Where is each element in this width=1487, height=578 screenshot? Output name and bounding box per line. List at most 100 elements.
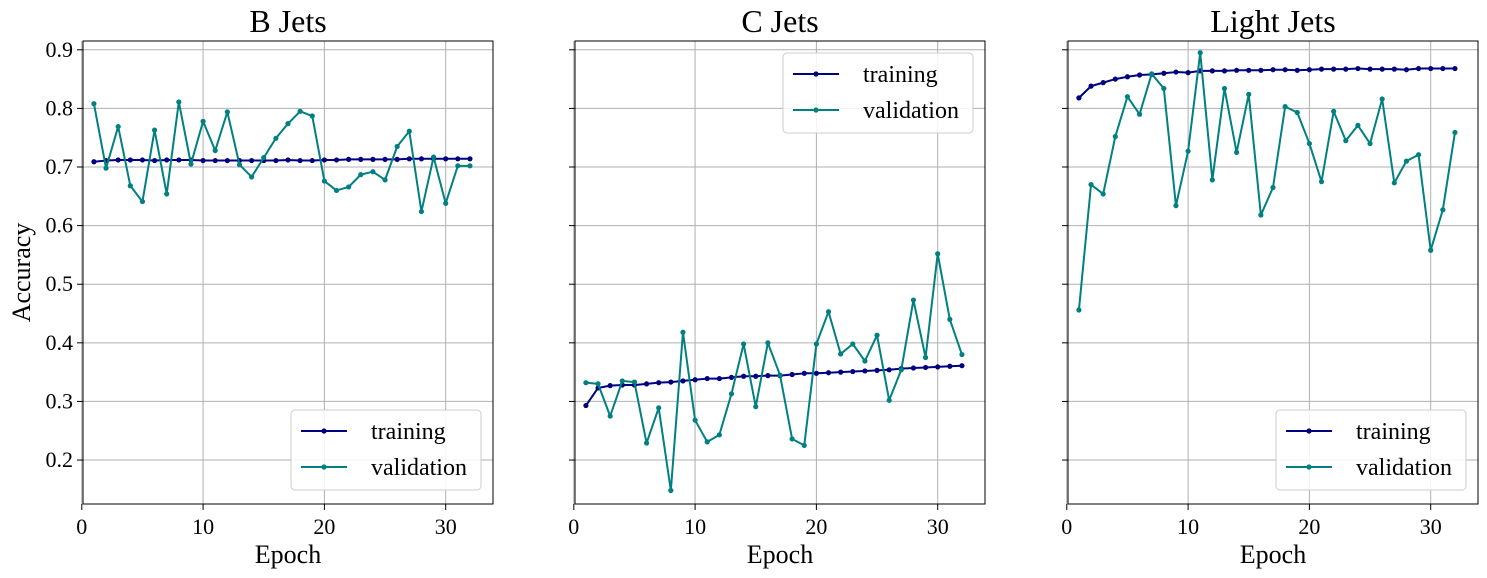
- legend-label-validation: validation: [371, 455, 467, 481]
- data-point-validation: [643, 440, 650, 446]
- data-point-validation: [656, 405, 662, 411]
- data-point-validation: [898, 367, 904, 373]
- data-point-training: [862, 368, 868, 374]
- subplot-2: 0 10 20 30 C Jets Epoch training validation: [568, 3, 986, 569]
- legend: training validation: [1275, 409, 1467, 491]
- data-point-validation: [430, 154, 437, 160]
- data-point-training: [1270, 67, 1276, 73]
- data-point-training: [1391, 66, 1397, 72]
- series-line-training: [585, 364, 962, 407]
- data-point-validation: [321, 178, 327, 184]
- data-point-training: [200, 157, 206, 164]
- data-point-validation: [370, 169, 376, 175]
- data-point-validation: [1234, 149, 1240, 155]
- data-point-validation: [164, 191, 170, 197]
- data-point-validation: [273, 135, 279, 141]
- data-point-validation: [1355, 122, 1361, 128]
- data-point-training: [1234, 67, 1240, 73]
- data-point-validation: [874, 332, 880, 338]
- data-point-training: [801, 370, 807, 376]
- data-point-validation: [1136, 111, 1143, 117]
- data-point-validation: [692, 417, 698, 423]
- data-point-training: [935, 364, 941, 370]
- plot-frame: [82, 40, 494, 505]
- data-point-validation: [358, 172, 364, 178]
- data-point-training: [1367, 66, 1373, 72]
- data-point-validation: [1452, 129, 1458, 136]
- legend-label-training: training: [371, 419, 446, 445]
- data-point-training: [91, 159, 97, 165]
- data-point-training: [1343, 66, 1349, 72]
- data-point-training: [382, 156, 388, 162]
- y-tick-label: 0.8: [46, 95, 74, 120]
- data-point-training: [285, 157, 291, 163]
- data-point-validation: [1246, 91, 1252, 97]
- data-point-validation: [716, 432, 722, 438]
- data-point-validation: [394, 143, 400, 150]
- data-point-validation: [1343, 138, 1349, 144]
- data-point-validation: [1428, 247, 1434, 253]
- legend: training validation: [782, 52, 974, 134]
- data-point-validation: [1149, 71, 1155, 77]
- data-point-validation: [813, 341, 819, 347]
- data-point-training: [741, 373, 747, 379]
- legend-marker-validation: [1306, 464, 1312, 470]
- legend: training validation: [290, 409, 482, 491]
- legend-marker-training: [321, 428, 327, 434]
- data-point-validation: [285, 121, 291, 127]
- data-point-training: [1452, 65, 1458, 72]
- data-point-validation: [418, 208, 425, 215]
- data-point-training: [813, 370, 819, 376]
- data-point-validation: [236, 162, 243, 168]
- data-point-validation: [346, 184, 352, 190]
- subplot-1: 0 10 20 30 0.2 0.3 0.4 0.5 0.6 0.7 0.8 0.9 B Jets Epo…: [7, 3, 494, 569]
- data-point-training: [467, 156, 473, 162]
- data-point-validation: [1331, 108, 1337, 114]
- x-tick-label: 0: [568, 514, 579, 539]
- data-point-training: [1088, 83, 1094, 89]
- data-point-training: [370, 156, 376, 162]
- data-point-training: [692, 377, 698, 383]
- series-line-validation: [92, 100, 470, 213]
- data-point-validation: [333, 187, 340, 194]
- data-point-training: [1161, 70, 1167, 76]
- data-point-training: [333, 157, 340, 163]
- data-point-validation: [850, 341, 856, 347]
- data-point-training: [1136, 72, 1143, 78]
- data-point-validation: [595, 381, 601, 387]
- data-point-training: [874, 367, 880, 373]
- x-axis-label: Epoch: [1240, 540, 1306, 569]
- data-point-validation: [297, 108, 303, 114]
- data-point-validation: [1197, 50, 1203, 56]
- subplot-3: 0 10 20 30 Light Jets Epoch training validation: [1061, 3, 1479, 569]
- data-point-training: [443, 156, 449, 162]
- data-point-training: [224, 157, 230, 164]
- data-point-validation: [1173, 203, 1179, 209]
- plot-frame: [1067, 40, 1479, 505]
- data-point-training: [1403, 67, 1410, 73]
- data-point-training: [850, 368, 856, 375]
- data-point-training: [656, 380, 662, 386]
- plot-frame: [574, 40, 986, 505]
- data-point-training: [1306, 67, 1312, 73]
- data-point-training: [346, 156, 352, 162]
- y-tick-label: 0.3: [46, 388, 74, 413]
- data-point-validation: [922, 354, 929, 361]
- data-point-validation: [151, 127, 158, 133]
- data-point-training: [1112, 76, 1118, 82]
- data-point-validation: [1367, 140, 1373, 147]
- data-point-training: [164, 157, 170, 163]
- data-point-validation: [1124, 94, 1131, 100]
- data-point-validation: [309, 113, 315, 119]
- data-point-training: [886, 367, 892, 373]
- data-point-validation: [200, 118, 206, 124]
- x-tick-label: 0: [1061, 514, 1072, 539]
- y-tick-label: 0.7: [46, 154, 74, 179]
- data-point-training: [947, 363, 953, 369]
- data-point-training: [728, 374, 735, 381]
- y-tick-label: 0.9: [46, 37, 74, 62]
- data-point-validation: [583, 380, 589, 386]
- data-point-training: [1318, 66, 1325, 72]
- data-point-training: [643, 381, 650, 387]
